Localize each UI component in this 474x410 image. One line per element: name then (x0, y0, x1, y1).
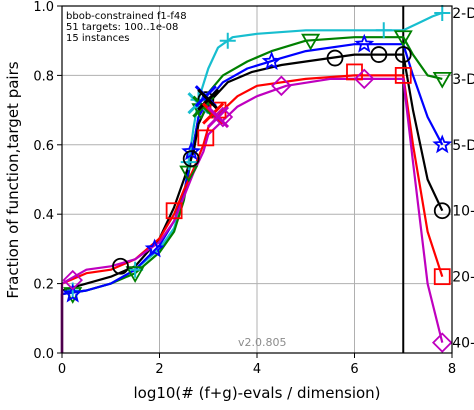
series-marker-10-D (326, 49, 344, 67)
series-label-3-D: 3-D (452, 72, 474, 88)
y-tick-label: 1.0 (33, 0, 54, 15)
series-marker-20-D (197, 129, 215, 147)
budget-cross-marker (206, 105, 230, 129)
series-label-40-D: 40-D (452, 336, 474, 352)
series-marker-40-D (353, 68, 375, 90)
y-tick-label: 0.4 (33, 208, 54, 223)
series-marker-40-D (271, 75, 292, 97)
y-tick-label: 0.8 (33, 69, 54, 84)
y-tick-label: 0.6 (33, 139, 54, 154)
series-marker-10-D (370, 46, 388, 63)
series-marker-2-D (375, 22, 392, 39)
series-label-10-D: 10-D (452, 204, 474, 220)
series-marker-5-D (432, 134, 453, 154)
series-label-2-D: 2-D (452, 6, 474, 22)
annotation-line-2: 51 targets: 100..1e-08 (66, 22, 178, 33)
series-marker-3-D (125, 266, 145, 284)
series-marker-10-D (112, 257, 129, 275)
x-tick-label: 2 (155, 362, 163, 377)
series-marker-2-D (434, 4, 451, 21)
series-labels: 2-D 3-D 5-D 10-D 20-D 40-D (452, 6, 474, 352)
ticks: 0 2 4 6 8 0.0 0.2 0.4 0.6 0.8 1.0 (33, 0, 456, 377)
x-tick-label: 6 (350, 362, 358, 377)
y-tick-label: 0.2 (33, 278, 54, 293)
x-axis-label: log10(# (f+g)-evals / dimension) (133, 384, 380, 402)
series-layer (60, 4, 453, 353)
series-marker-20-D (165, 202, 183, 220)
series-marker-5-D (62, 283, 83, 303)
series-marker-5-D (354, 33, 375, 53)
series-marker-10-D (433, 202, 451, 220)
annotation-line-1: bbob-constrained f1-f48 (66, 11, 187, 22)
annotation-block: bbob-constrained f1-f48 51 targets: 100.… (66, 11, 187, 44)
series-marker-10-D (182, 150, 200, 168)
series-marker-3-D (393, 30, 413, 48)
x-tick-label: 8 (448, 362, 456, 377)
y-axis-label: Fraction of function,target pairs (4, 61, 22, 298)
series-marker-5-D (144, 238, 165, 258)
series-marker-3-D (301, 33, 321, 51)
series-marker-2-D (219, 32, 236, 49)
series-marker-5-D (261, 51, 282, 70)
version-label: v2.0.805 (238, 336, 287, 349)
series-marker-5-D (181, 141, 202, 161)
series-marker-40-D (431, 332, 453, 353)
series-marker-20-D (433, 268, 451, 286)
series-marker-10-D (394, 46, 412, 63)
series-marker-2-D (127, 261, 144, 278)
x-tick-label: 4 (253, 362, 261, 377)
series-marker-40-D (62, 269, 83, 291)
x-tick-label: 0 (58, 362, 66, 377)
series-line-40-D (60, 77, 444, 353)
series-label-20-D: 20-D (452, 270, 474, 286)
series-label-5-D: 5-D (452, 138, 474, 154)
series-marker-20-D (394, 67, 412, 84)
annotation-line-3: 15 instances (66, 33, 129, 44)
budget-cross-marker (197, 88, 220, 111)
series-marker-3-D (432, 71, 452, 89)
y-tick-label: 0.0 (33, 347, 54, 362)
